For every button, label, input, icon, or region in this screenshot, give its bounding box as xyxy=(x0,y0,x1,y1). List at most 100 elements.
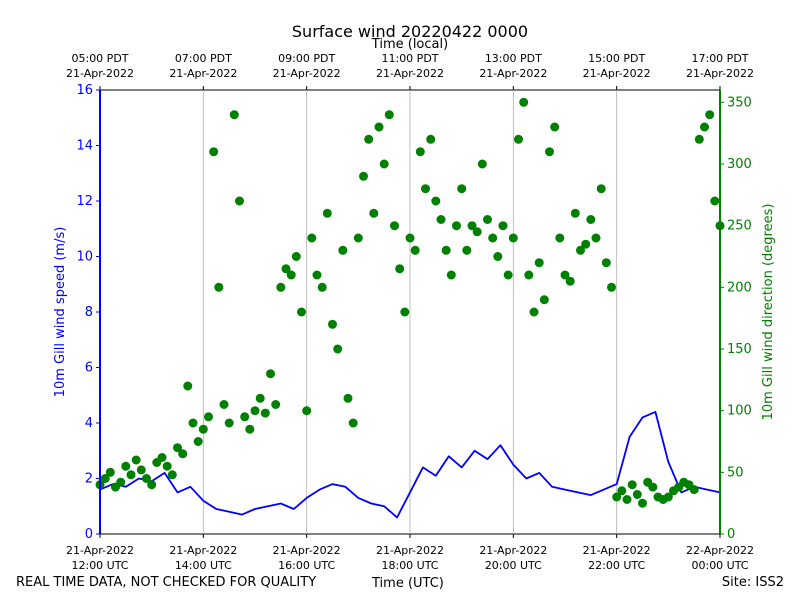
wind-direction-point xyxy=(116,477,126,487)
x-top-tick-time: 13:00 PDT xyxy=(485,52,542,65)
x-bottom-tick-time: 22:00 UTC xyxy=(588,559,645,572)
x-top-tick-time: 17:00 PDT xyxy=(691,52,748,65)
wind-direction-point xyxy=(286,270,296,280)
x-top-tick-time: 07:00 PDT xyxy=(175,52,232,65)
x-bottom-tick-date: 21-Apr-2022 xyxy=(376,544,444,557)
wind-direction-point xyxy=(328,319,337,329)
x-top-tick-date: 21-Apr-2022 xyxy=(583,67,651,80)
wind-direction-point xyxy=(281,264,291,274)
wind-direction-point xyxy=(157,453,167,462)
wind-direction-point xyxy=(359,171,368,181)
wind-direction-point xyxy=(333,344,343,354)
axes: 0 2 4 6 8 10 12 14 16 0 50 100 150 200 250 300 350 21-Apr… xyxy=(66,52,754,572)
wind-direction-point xyxy=(379,159,389,169)
wind-direction-point xyxy=(560,270,570,280)
wind-direction-point xyxy=(235,196,244,206)
x-bottom-tick-date: 21-Apr-2022 xyxy=(169,544,237,557)
wind-direction-point xyxy=(245,424,255,434)
wind-direction-point xyxy=(322,208,332,218)
x-bottom-tick-time: 14:00 UTC xyxy=(175,559,232,572)
wind-direction-point xyxy=(384,110,394,120)
wind-direction-point xyxy=(291,252,301,261)
y-right-tick-label: 0 xyxy=(727,527,735,542)
wind-direction-point xyxy=(534,258,544,268)
wind-direction-point xyxy=(343,393,353,403)
y-right-tick-label: 200 xyxy=(727,280,752,295)
quality-disclaimer: REAL TIME DATA, NOT CHECKED FOR QUALITY xyxy=(16,575,317,590)
wind-direction-point xyxy=(710,196,720,206)
wind-direction-point xyxy=(374,122,384,132)
x-bottom-tick-date: 21-Apr-2022 xyxy=(479,544,547,557)
x-top-tick-date: 21-Apr-2022 xyxy=(169,67,237,80)
wind-direction-point xyxy=(462,245,472,255)
wind-direction-point xyxy=(364,134,374,144)
x-axis-label: Time (UTC) xyxy=(372,576,444,591)
wind-direction-point xyxy=(276,282,286,292)
wind-direction-point xyxy=(539,295,549,305)
wind-direction-point xyxy=(694,134,704,144)
y-axis-left-label: 10m Gill wind speed (m/s) xyxy=(53,227,68,398)
y-left-tick-label: 10 xyxy=(76,250,93,265)
y-axis-right-label: 10m Gill wind direction (degrees) xyxy=(761,204,776,421)
x-bottom-tick-date: 21-Apr-2022 xyxy=(583,544,651,557)
wind-direction-point xyxy=(648,482,658,492)
x-top-tick-date: 21-Apr-2022 xyxy=(66,67,134,80)
x-top-tick-date: 21-Apr-2022 xyxy=(273,67,341,80)
wind-direction-point xyxy=(131,455,141,465)
wind-direction-point xyxy=(214,282,224,292)
chart-title: Surface wind 20220422 0000 xyxy=(292,22,528,41)
wind-direction-point xyxy=(477,159,487,169)
wind-direction-point xyxy=(224,418,234,428)
wind-speed-line xyxy=(99,410,721,519)
wind-direction-point xyxy=(209,147,219,157)
wind-direction-point xyxy=(529,307,539,317)
wind-direction-point xyxy=(167,470,177,480)
wind-direction-point xyxy=(607,282,616,292)
wind-direction-point xyxy=(100,474,110,483)
wind-direction-point xyxy=(467,221,477,231)
wind-direction-point xyxy=(663,492,673,502)
y-right-tick-label: 150 xyxy=(727,342,752,357)
x-bottom-tick-time: 16:00 UTC xyxy=(278,559,335,572)
wind-direction-point xyxy=(266,369,275,379)
y-right-tick-label: 350 xyxy=(727,95,752,110)
wind-direction-point xyxy=(565,276,575,286)
wind-direction-point xyxy=(576,245,585,255)
wind-direction-point xyxy=(472,227,482,237)
wind-direction-point xyxy=(596,184,606,194)
wind-direction-point xyxy=(121,461,131,471)
wind-direction-point xyxy=(457,184,467,194)
wind-direction-point xyxy=(395,264,405,274)
y-right-tick-label: 100 xyxy=(727,404,752,419)
x-top-tick-time: 11:00 PDT xyxy=(381,52,438,65)
wind-direction-point xyxy=(369,208,379,218)
wind-direction-point xyxy=(297,307,306,317)
wind-direction-point xyxy=(136,465,146,475)
y-left-tick-label: 8 xyxy=(85,305,93,320)
wind-direction-point xyxy=(498,221,508,231)
wind-direction-point xyxy=(390,221,399,231)
wind-direction-point xyxy=(353,233,363,243)
wind-direction-point xyxy=(302,406,312,416)
x-bottom-tick-time: 18:00 UTC xyxy=(381,559,438,572)
x-bottom-tick-date: 22-Apr-2022 xyxy=(686,544,754,557)
wind-direction-point xyxy=(632,490,642,499)
wind-direction-point xyxy=(431,196,441,206)
wind-direction-point xyxy=(271,400,281,409)
wind-direction-point xyxy=(627,480,637,490)
x-top-tick-date: 21-Apr-2022 xyxy=(479,67,547,80)
wind-direction-point xyxy=(348,418,358,428)
y-left-tick-label: 4 xyxy=(85,416,93,431)
data-series xyxy=(95,97,725,519)
wind-direction-point xyxy=(426,134,436,144)
wind-direction-point xyxy=(255,393,265,403)
wind-direction-point xyxy=(188,418,198,428)
wind-direction-point xyxy=(400,307,410,317)
wind-direction-point xyxy=(183,381,193,391)
x-bottom-tick-date: 21-Apr-2022 xyxy=(273,544,341,557)
wind-direction-point xyxy=(162,461,172,471)
wind-direction-point xyxy=(405,233,415,243)
wind-direction-point xyxy=(689,485,699,495)
y-left-tick-label: 14 xyxy=(76,139,93,154)
